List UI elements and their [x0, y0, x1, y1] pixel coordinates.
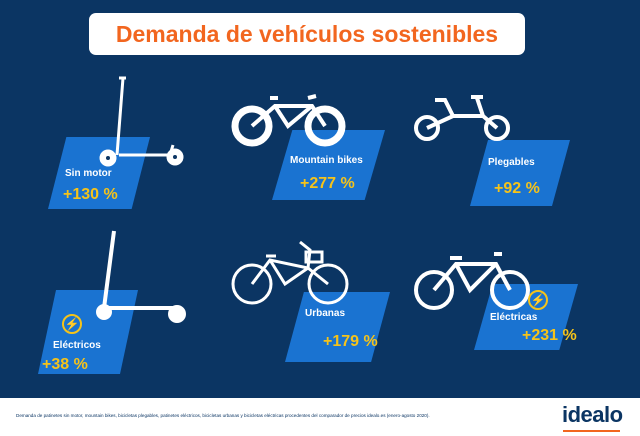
city-bike-icon — [231, 240, 349, 305]
panel-sin-motor — [48, 137, 150, 209]
bolt-icon: ⚡ — [528, 290, 548, 310]
value-urbanas: +179 % — [323, 333, 378, 350]
label-sin-motor: Sin motor — [65, 168, 112, 179]
logo-underline — [563, 430, 620, 432]
label-plegables: Plegables — [488, 157, 535, 168]
footer: Demanda de patinetes sin motor, mountain… — [0, 396, 640, 436]
mountain-bike-icon — [231, 94, 346, 147]
bolt-icon: ⚡ — [62, 314, 82, 334]
kick-scooter-icon — [99, 76, 184, 167]
idealo-logo: idealo — [562, 402, 623, 427]
panel-electricos — [38, 290, 138, 374]
source-note: Demanda de patinetes sin motor, mountain… — [16, 413, 430, 418]
label-electricos: Eléctricos — [53, 340, 101, 351]
value-sin-motor: +130 % — [63, 186, 118, 203]
value-electricos: +38 % — [42, 356, 88, 373]
panel-urbanas — [285, 292, 390, 362]
value-mountain-bikes: +277 % — [300, 175, 355, 192]
label-mountain-bikes: Mountain bikes — [290, 155, 363, 166]
folding-bike-icon — [414, 95, 510, 141]
page-title: Demanda de vehículos sostenibles — [89, 13, 525, 55]
label-electricas: Eléctricas — [490, 312, 538, 323]
value-plegables: +92 % — [494, 180, 540, 197]
label-urbanas: Urbanas — [305, 308, 346, 319]
panel-plegables — [470, 140, 570, 206]
electric-scooter-icon — [96, 230, 186, 323]
value-electricas: +231 % — [522, 327, 577, 344]
electric-bike-icon — [414, 252, 530, 310]
